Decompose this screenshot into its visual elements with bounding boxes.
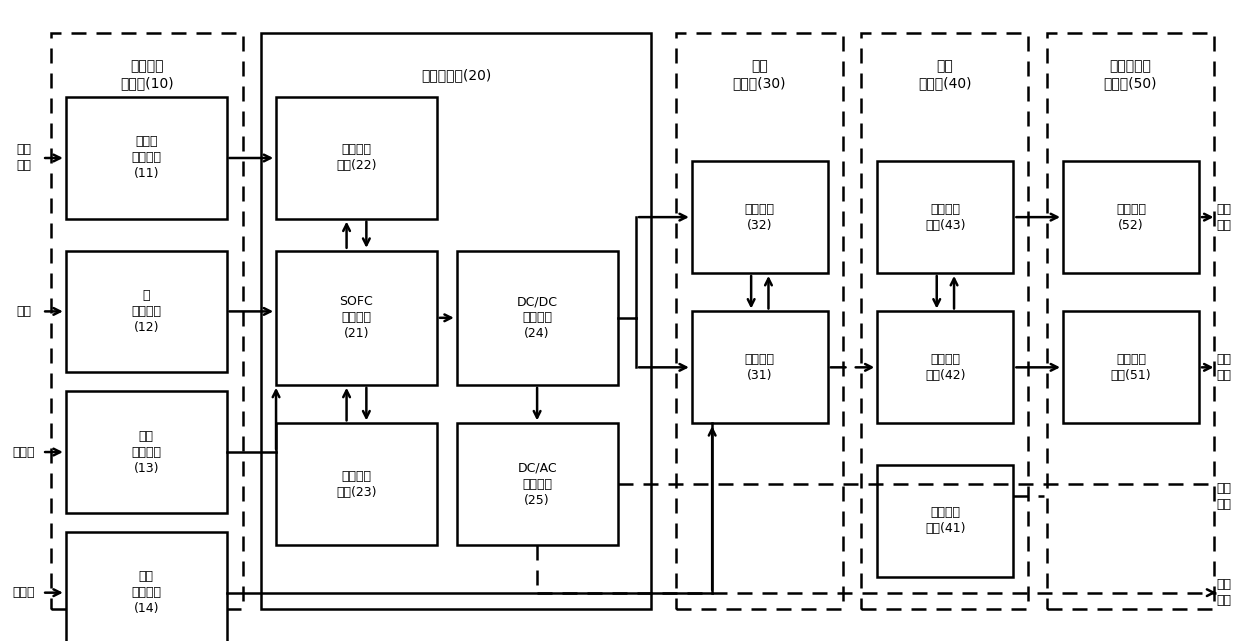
Text: SOFC
发电模块
(21): SOFC 发电模块 (21) — [340, 295, 373, 340]
Text: 储氢模块
(32): 储氢模块 (32) — [745, 203, 775, 232]
Bar — [66, 532, 227, 642]
Bar — [1047, 33, 1214, 609]
Bar — [66, 250, 227, 372]
Bar — [1063, 311, 1199, 423]
Bar — [692, 311, 828, 423]
Bar — [878, 311, 1013, 423]
Text: 天然气
供应模块
(11): 天然气 供应模块 (11) — [131, 135, 161, 180]
Text: 空气
供应模块
(13): 空气 供应模块 (13) — [131, 429, 161, 474]
Text: 人机交互
模块(43): 人机交互 模块(43) — [925, 203, 966, 232]
Text: 加氢模块
(52): 加氢模块 (52) — [1116, 203, 1146, 232]
Text: 水
供应模块
(12): 水 供应模块 (12) — [131, 289, 161, 334]
Text: 控制
子系统(40): 控制 子系统(40) — [918, 59, 971, 91]
Bar — [456, 250, 618, 385]
Text: 天然
气源: 天然 气源 — [16, 144, 31, 173]
Text: 燃料处理
模块(22): 燃料处理 模块(22) — [336, 144, 377, 173]
Text: 直流充电
模块(51): 直流充电 模块(51) — [1111, 353, 1151, 382]
Bar — [262, 33, 651, 609]
Text: 充电与加氢
子系统(50): 充电与加氢 子系统(50) — [1104, 59, 1157, 91]
Bar — [66, 98, 227, 219]
Bar — [277, 423, 436, 544]
Text: 制氢模块
(31): 制氢模块 (31) — [745, 353, 775, 382]
Text: 中央控制
模块(41): 中央控制 模块(41) — [925, 507, 966, 535]
Text: 加氢
汽车: 加氢 汽车 — [1216, 203, 1231, 232]
Bar — [66, 392, 227, 513]
Text: 充电
汽车: 充电 汽车 — [1216, 353, 1231, 382]
Bar — [51, 33, 243, 609]
Text: 控制
总线: 控制 总线 — [1216, 482, 1231, 510]
Text: 氢气源: 氢气源 — [12, 586, 35, 599]
Text: 远程通信
模块(42): 远程通信 模块(42) — [925, 353, 966, 382]
Bar — [692, 161, 828, 273]
Text: DC/AC
转换模块
(25): DC/AC 转换模块 (25) — [517, 462, 557, 507]
Text: 水源: 水源 — [16, 305, 31, 318]
Text: 市政
电网: 市政 电网 — [1216, 578, 1231, 607]
Bar — [277, 98, 436, 219]
Bar — [1063, 161, 1199, 273]
Text: 氢气
补充模块
(14): 氢气 补充模块 (14) — [131, 570, 161, 615]
Text: 空气源: 空气源 — [12, 446, 35, 458]
Text: 制氢
子系统(30): 制氢 子系统(30) — [733, 59, 786, 91]
Bar — [277, 250, 436, 385]
Bar — [676, 33, 843, 609]
Bar — [878, 465, 1013, 577]
Bar — [878, 161, 1013, 273]
Text: 热能管理
模块(23): 热能管理 模块(23) — [336, 469, 377, 498]
Text: DC/DC
转换模块
(24): DC/DC 转换模块 (24) — [517, 295, 558, 340]
Text: 燃料供应
子系统(10): 燃料供应 子系统(10) — [120, 59, 174, 91]
Bar — [456, 423, 618, 544]
Bar — [862, 33, 1028, 609]
Text: 发电子系统(20): 发电子系统(20) — [420, 68, 491, 82]
